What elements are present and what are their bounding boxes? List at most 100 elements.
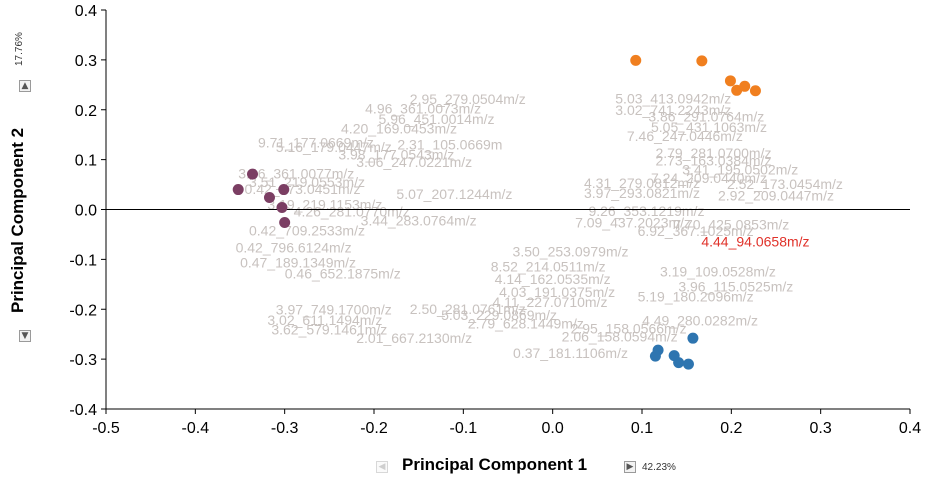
loading-label[interactable]: 4.11_227.0710m/z: [493, 294, 608, 310]
loading-label[interactable]: 2.95_158.0566m/z: [571, 321, 687, 337]
y-tick-label: -0.2: [69, 302, 97, 319]
loading-label[interactable]: 3.44_283.0764m/z: [361, 212, 477, 228]
x-tick-label: 0.2: [720, 420, 742, 437]
loading-label[interactable]: 7.70_425.0853m/z: [673, 216, 789, 232]
loading-label[interactable]: 6.92_367.1025m/z: [638, 223, 754, 239]
loading-label[interactable]: 3.06_247.0221m/z: [356, 154, 472, 170]
loading-label[interactable]: 4.20_169.0453m/z: [341, 121, 457, 137]
loading-label[interactable]: 3.02_741.2243m/z: [615, 102, 731, 118]
loading-label[interactable]: 7.46_247.0446m/z: [627, 128, 743, 144]
loading-label[interactable]: 2.52_173.0454m/z: [727, 176, 843, 192]
loading-label[interactable]: 3.96_361.0077m/z: [238, 166, 354, 182]
loading-label[interactable]: 3.96_115.0525m/z: [678, 278, 793, 294]
loading-label[interactable]: 7.09_437.2023m/z: [575, 214, 691, 230]
x-tick-label: -0.2: [360, 420, 388, 437]
score-point-group-3[interactable]: [682, 358, 694, 370]
loading-label[interactable]: 2.95_279.0504m/z: [410, 91, 526, 107]
x-tick-label: -0.4: [182, 420, 210, 437]
loading-label[interactable]: 2.79_281.0700m/z: [655, 145, 771, 161]
loading-label[interactable]: 5.07_207.1244m/z: [396, 186, 512, 202]
loading-label[interactable]: 0.42_796.6124m/z: [236, 239, 352, 255]
y-axis-nav-button[interactable]: ▼: [19, 330, 31, 342]
x-ticks: -0.5 -0.4 -0.3 -0.2 -0.1 0.0 0.1 0.2 0.3 0.4: [92, 409, 921, 437]
x-axis-variance: 42.23%: [642, 462, 676, 473]
loading-label[interactable]: 4.49_280.0282m/z: [642, 313, 758, 329]
loading-label[interactable]: 4.96_361.0073m/z: [365, 100, 481, 116]
score-point-group-2[interactable]: [696, 55, 708, 67]
loading-label[interactable]: 0.46_652.1875m/z: [285, 265, 401, 281]
loading-label[interactable]: 2.06_158.0594m/z: [562, 329, 678, 345]
loading-label[interactable]: 5.96_451.0014m/z: [379, 111, 495, 127]
score-point-group-1[interactable]: [276, 202, 288, 214]
score-point-group-2[interactable]: [630, 54, 642, 66]
y-tick-label: 0.2: [75, 103, 97, 120]
x-tick-label: 0.3: [810, 420, 832, 437]
loading-label[interactable]: 7.24_209.0440m/z: [651, 170, 767, 186]
x-tick-label: 0.1: [631, 420, 653, 437]
x-axis-prev-button[interactable]: ◀: [376, 461, 388, 473]
score-points: [232, 54, 761, 370]
loading-label[interactable]: 9.71_177.0669m/z: [258, 135, 374, 151]
score-point-group-1[interactable]: [263, 192, 275, 204]
loading-label[interactable]: 3.51_219.0553m/z: [249, 174, 365, 190]
loading-label[interactable]: 9.26_353.1219m/z: [588, 203, 704, 219]
loading-label[interactable]: 3.50_253.0979m/z: [513, 243, 629, 259]
loading-label[interactable]: 0.42_173.0451m/z: [245, 181, 361, 197]
loading-label[interactable]: 3.19_109.0528m/z: [660, 263, 776, 279]
loading-label[interactable]: 5.03_413.0942m/z: [615, 90, 731, 106]
y-tick-label: -0.1: [69, 252, 97, 269]
loading-label[interactable]: 2.79_628.1449m/z: [468, 316, 584, 332]
loading-label[interactable]: 4.26_281.0770m/z: [294, 203, 410, 219]
y-axis-up-button[interactable]: ▲: [19, 80, 31, 92]
y-tick-label: -0.3: [69, 352, 97, 369]
loading-label[interactable]: 2.01_667.2130m/z: [356, 330, 472, 346]
x-axis-next-button[interactable]: ▶: [624, 461, 636, 473]
score-point-group-2[interactable]: [749, 85, 761, 97]
loading-label[interactable]: 5.16_179.0447m/z: [276, 139, 392, 155]
score-point-group-1[interactable]: [247, 168, 259, 180]
score-point-group-3[interactable]: [673, 357, 685, 369]
loading-label[interactable]: 3.86_291.0764m/z: [648, 109, 764, 125]
loading-label[interactable]: 3.41_195.0502m/z: [682, 162, 798, 178]
loading-label[interactable]: 3.97_749.1700m/z: [276, 302, 392, 318]
score-point-group-3[interactable]: [649, 350, 661, 362]
y-axis-title: Principal Component 2: [8, 127, 27, 313]
loading-labels: 2.95_279.0504m/z4.96_361.0073m/z5.96_451…: [236, 90, 843, 361]
x-tick-label: 0.0: [542, 420, 564, 437]
score-point-group-1[interactable]: [232, 184, 244, 196]
highlighted-loading-label[interactable]: 4.44_94.0658m/z: [701, 233, 809, 249]
loading-label[interactable]: 0.37_181.1106m/z: [513, 345, 628, 361]
x-tick-label: 0.4: [899, 420, 921, 437]
x-tick-label: -0.3: [271, 420, 299, 437]
loading-label[interactable]: 0.47_189.1349m/z: [240, 254, 356, 270]
loading-label[interactable]: 3.98_177.0543m/z: [338, 147, 454, 163]
x-axis-title: Principal Component 1: [402, 455, 588, 474]
loading-label[interactable]: 2.50_281.0761m/z: [410, 301, 526, 317]
loading-label[interactable]: 4.31_279.0812m/z: [584, 175, 700, 191]
y-axis-variance: 17.76%: [14, 32, 25, 66]
y-ticks: -0.4 -0.3 -0.2 -0.1 0.0 0.1 0.2 0.3 0.4: [69, 3, 106, 419]
loading-label[interactable]: 3.19_219.1153m/z: [267, 197, 382, 213]
loading-label[interactable]: 2.31_105.0669m: [397, 137, 502, 153]
x-tick-label: -0.1: [450, 420, 478, 437]
loading-label[interactable]: 0.42_709.2533m/z: [249, 222, 365, 238]
score-point-group-1[interactable]: [278, 184, 290, 196]
score-point-group-2[interactable]: [739, 80, 751, 92]
loading-label[interactable]: 4.03_191.0375m/z: [499, 284, 615, 300]
loading-label[interactable]: 5.03_229.0869m/z: [441, 307, 557, 323]
loading-label[interactable]: 2.73_163.0384m/z: [655, 153, 771, 169]
loading-label[interactable]: 3.97_293.0821m/z: [584, 185, 700, 201]
score-point-group-1[interactable]: [279, 216, 291, 228]
loading-label[interactable]: 4.14_162.0535m/z: [495, 271, 611, 287]
score-point-group-2[interactable]: [724, 75, 736, 87]
loading-label[interactable]: 5.05_431.1063m/z: [651, 119, 767, 135]
loading-label[interactable]: 3.62_579.1461m/z: [271, 322, 387, 338]
y-tick-label: 0.3: [75, 53, 97, 70]
loading-label[interactable]: 8.52_214.0511m/z: [491, 258, 606, 274]
loading-label[interactable]: 5.19_180.2096m/z: [638, 288, 754, 304]
loading-label[interactable]: 3.02_611.1494m/z: [267, 312, 382, 328]
y-tick-label: 0.1: [75, 153, 97, 170]
score-point-group-3[interactable]: [687, 332, 699, 344]
loading-label[interactable]: 2.92_209.0447m/z: [718, 188, 834, 204]
